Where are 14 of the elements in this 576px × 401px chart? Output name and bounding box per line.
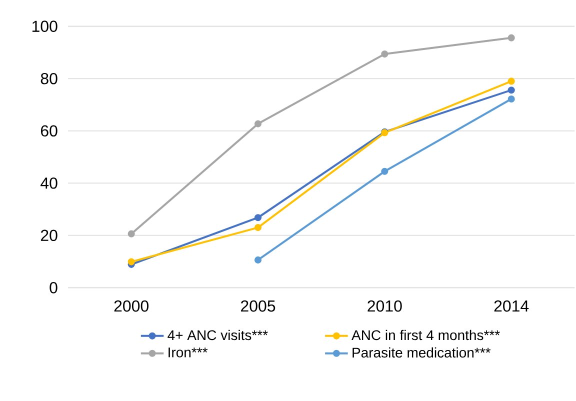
x-tick-label: 2005 (241, 300, 276, 312)
x-tick-label: 2010 (368, 300, 402, 312)
y-tick-label: 20 (40, 230, 58, 242)
y-tick-label: 40 (40, 177, 58, 189)
y-tick-label: 100 (32, 20, 58, 32)
y-tick-label: 60 (40, 125, 58, 137)
x-tick-label: 2000 (114, 300, 149, 312)
legend-label: ANC in first 4 months*** (352, 330, 500, 340)
legend-label: Iron*** (168, 348, 208, 358)
y-tick-label: 80 (40, 72, 58, 84)
x-tick-label: 2014 (494, 300, 529, 312)
legend-label: 4+ ANC visits*** (168, 330, 268, 340)
y-tick-label: 0 (50, 282, 58, 294)
legend-label: Parasite medication*** (352, 347, 491, 358)
